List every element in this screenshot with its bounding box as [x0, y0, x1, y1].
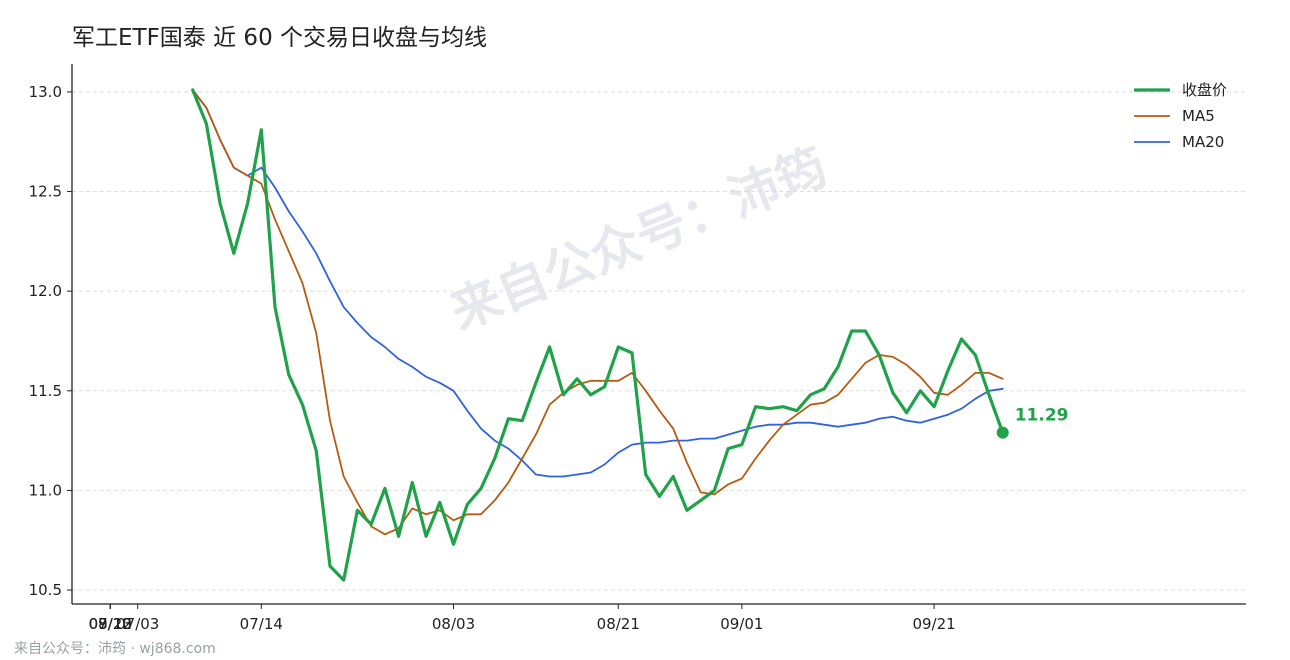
x-tick-label: 07/14: [240, 615, 283, 633]
y-tick-label: 13.0: [29, 83, 62, 101]
footer-credit: 来自公众号：沛筠 · wj868.com: [14, 641, 216, 657]
x-tick-label: 08/21: [597, 615, 640, 633]
legend: 收盘价 MA5 MA20: [1134, 81, 1227, 151]
x-tick-label: 08/03: [432, 615, 475, 633]
series-layer: 11.29: [191, 88, 1069, 582]
last-close-marker: [996, 426, 1009, 439]
last-close-label: 11.29: [1015, 406, 1069, 426]
y-tick-label: 10.5: [29, 581, 62, 599]
x-tick-label: 07/03: [116, 615, 159, 633]
x-tick-label: 09/21: [912, 615, 955, 633]
series-line-ma20: [191, 89, 1004, 478]
y-tick-label: 12.0: [29, 282, 62, 300]
y-tick-label: 11.5: [29, 382, 62, 400]
y-tick-label: 11.0: [29, 481, 62, 499]
x-tick-label: 09/01: [720, 615, 763, 633]
series-line-close: [191, 88, 1005, 582]
x-tick-label: 07/23: [89, 615, 132, 633]
y-tick-label: 12.5: [29, 183, 62, 201]
chart-title: 军工ETF国泰 近 60 个交易日收盘与均线: [72, 25, 488, 51]
x-tick-label: 09/10: [89, 615, 132, 633]
series-line-ma5: [191, 89, 1004, 536]
legend-label-ma5: MA5: [1182, 107, 1215, 125]
x-tick-label: 08/12: [89, 615, 132, 633]
legend-label-ma20: MA20: [1182, 133, 1224, 151]
gridlines: [72, 91, 1246, 591]
watermark-text: 来自公众号：沛筠: [442, 137, 835, 341]
legend-label-close: 收盘价: [1182, 81, 1227, 99]
